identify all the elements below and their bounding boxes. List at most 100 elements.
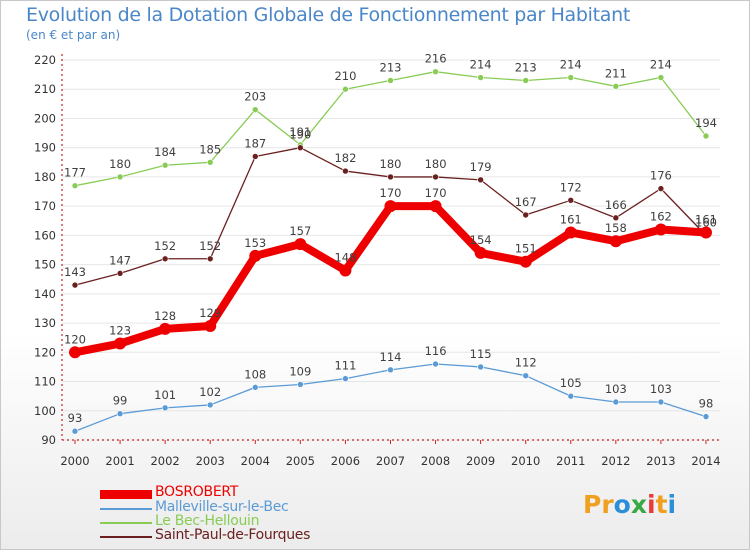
y-tick-label: 90 [41, 433, 56, 447]
data-point [519, 255, 532, 268]
data-label: 114 [380, 350, 402, 364]
data-point [522, 372, 530, 379]
data-point [342, 375, 349, 382]
data-point [339, 264, 352, 277]
y-tick-label: 220 [34, 53, 56, 67]
data-point [612, 83, 620, 90]
data-label: 128 [154, 309, 176, 323]
data-point [116, 410, 124, 417]
data-point [522, 211, 530, 219]
data-label: 123 [109, 324, 131, 338]
x-tick-label: 2011 [556, 454, 585, 468]
y-tick-label: 140 [34, 287, 56, 301]
x-tick-label: 2006 [331, 454, 360, 468]
data-point [564, 226, 577, 239]
data-label: 180 [380, 157, 402, 171]
y-tick-label: 210 [34, 82, 56, 96]
data-label: 213 [380, 60, 402, 74]
data-point [384, 200, 397, 213]
data-point [429, 200, 442, 213]
data-label: 185 [199, 142, 221, 156]
data-label: 210 [334, 69, 356, 83]
data-point [474, 246, 487, 259]
data-label: 108 [244, 367, 266, 381]
data-label: 115 [470, 347, 492, 361]
data-label: 148 [334, 250, 356, 264]
data-label: 216 [425, 52, 447, 66]
data-label: 129 [199, 306, 221, 320]
logo-letter: x [630, 490, 647, 519]
y-tick-label: 130 [34, 316, 56, 330]
data-point [699, 226, 712, 239]
data-label: 179 [470, 160, 492, 174]
data-point [116, 270, 124, 277]
data-point [657, 74, 665, 81]
data-point [477, 74, 484, 81]
data-label: 98 [699, 397, 714, 411]
y-tick-label: 180 [34, 170, 56, 184]
data-label: 111 [334, 359, 356, 373]
x-tick-label: 2000 [60, 454, 89, 468]
data-point [71, 427, 79, 435]
data-point [204, 320, 217, 332]
data-point [387, 366, 394, 374]
data-point [251, 106, 259, 113]
chart-subtitle: (en € et par an) [26, 28, 121, 42]
data-point [161, 404, 169, 412]
data-point [522, 77, 530, 84]
data-point [294, 238, 307, 251]
data-point [432, 360, 439, 368]
data-label: 103 [605, 382, 627, 396]
data-label: 120 [64, 332, 86, 346]
data-label: 194 [695, 116, 717, 130]
data-point [342, 167, 349, 175]
data-label: 191 [289, 125, 311, 139]
data-point [342, 85, 349, 93]
legend-label: Le Bec-Hellouin [155, 513, 260, 529]
data-point [297, 144, 304, 151]
data-label: 180 [109, 157, 131, 171]
data-point [159, 322, 172, 335]
data-point [657, 185, 665, 192]
data-label: 177 [64, 166, 86, 180]
data-label: 167 [515, 195, 537, 209]
data-label: 152 [199, 239, 221, 253]
data-point [206, 255, 214, 263]
chart-title: Evolution de la Dotation Globale de Fonc… [26, 4, 631, 26]
data-label: 93 [68, 411, 83, 425]
x-tick-label: 2009 [466, 454, 495, 468]
data-point [609, 235, 622, 248]
y-tick-label: 200 [34, 111, 56, 125]
data-label: 166 [605, 198, 627, 212]
data-point [161, 161, 169, 169]
x-tick-label: 2001 [105, 454, 134, 468]
data-label: 153 [244, 236, 266, 250]
data-point [702, 413, 710, 420]
x-tick-label: 2002 [150, 454, 179, 468]
legend-swatch [100, 489, 152, 499]
data-point [432, 173, 439, 181]
x-tick-label: 2004 [241, 454, 270, 468]
data-label: 112 [515, 356, 537, 370]
data-label: 187 [244, 136, 266, 150]
data-label: 162 [650, 210, 672, 224]
x-tick-label: 2007 [376, 454, 405, 468]
data-label: 109 [289, 364, 311, 378]
data-label: 182 [334, 151, 356, 165]
data-label: 184 [154, 145, 176, 159]
logo-letter: P [583, 490, 602, 519]
data-label: 151 [515, 242, 537, 256]
data-point [251, 153, 259, 160]
data-label: 152 [154, 239, 176, 253]
data-label: 103 [650, 382, 672, 396]
data-point [249, 249, 262, 262]
legend-label: Saint-Paul-de-Fourques [155, 527, 311, 543]
logo-letter: r [601, 490, 614, 519]
data-point [657, 398, 665, 406]
data-label: 157 [289, 224, 311, 238]
logo-letter: t [655, 490, 668, 519]
data-point [387, 173, 394, 181]
y-tick-label: 160 [34, 228, 56, 242]
